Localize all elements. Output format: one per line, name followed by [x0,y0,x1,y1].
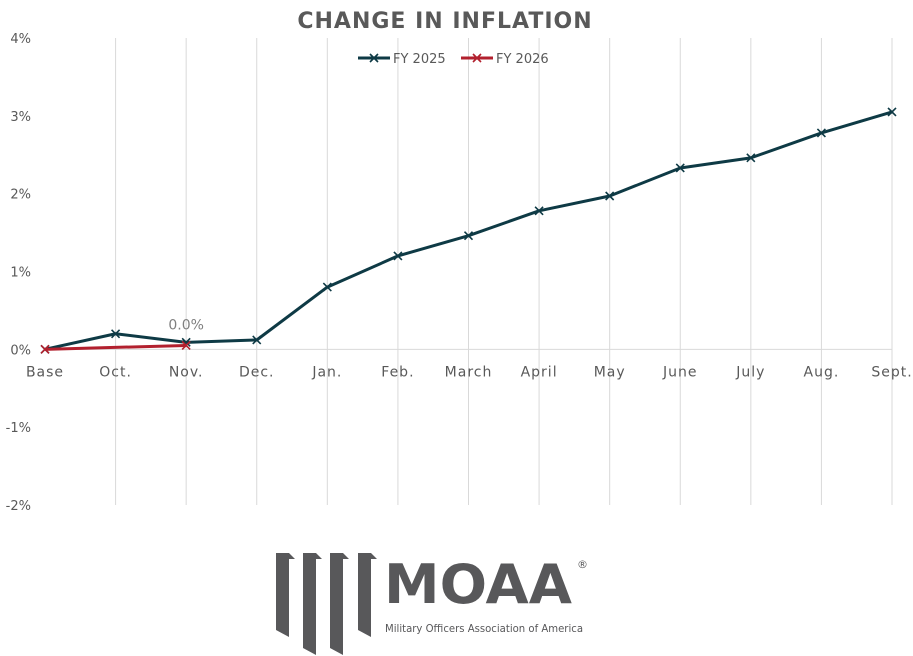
data-point-marker [40,344,50,354]
logo-bar [358,553,377,637]
x-tick-label: Sept. [871,364,912,380]
x-tick-label: Oct. [99,364,132,380]
y-tick-label: -2% [6,499,31,514]
y-tick-label: -1% [6,421,31,436]
x-tick-label: Aug. [804,364,840,380]
data-point-marker [816,128,826,138]
data-point-marker [887,107,897,117]
data-point-marker [534,206,544,216]
data-point-marker [605,191,615,201]
data-point-marker [369,53,379,63]
data-point-marker [111,329,121,339]
data-point-marker [181,340,191,351]
logo-registered: ® [577,558,588,571]
data-point-marker [675,163,685,173]
y-tick-label: 4% [10,32,31,47]
data-point-marker [472,53,482,63]
x-tick-label: Nov. [169,364,204,380]
logo-bar [330,553,349,655]
y-tick-label: 0% [10,343,31,358]
x-tick-label: March [445,364,493,380]
y-tick-label: 1% [10,266,31,281]
x-tick-label: April [521,364,558,380]
data-point-marker [746,153,756,163]
x-tick-label: June [662,364,698,380]
x-tick-label: Dec. [239,364,275,380]
data-point-marker [252,335,262,345]
x-tick-label: Jan. [311,364,342,380]
moaa-logo: MOAA ® Military Officers Association of … [276,553,588,655]
logo-tagline: Military Officers Association of America [385,622,583,635]
data-point-marker [393,251,403,261]
y-tick-label: 2% [10,188,31,203]
logo-wordmark: MOAA [384,553,572,616]
logo-bar [276,553,295,637]
data-point-marker [463,231,474,241]
chart-title: CHANGE IN INFLATION [297,9,592,34]
data-label: 0.0% [168,317,204,333]
logo-bar [303,553,322,655]
y-tick-label: 3% [10,110,31,125]
data-point-marker [322,282,332,292]
x-tick-label: Base [26,364,64,380]
x-tick-label: Feb. [381,364,414,380]
legend-label: FY 2026 [496,52,549,67]
legend-label: FY 2025 [393,52,446,67]
series-line-fy-2026 [44,343,187,351]
x-tick-label: July [735,364,765,380]
x-tick-label: May [594,364,626,380]
